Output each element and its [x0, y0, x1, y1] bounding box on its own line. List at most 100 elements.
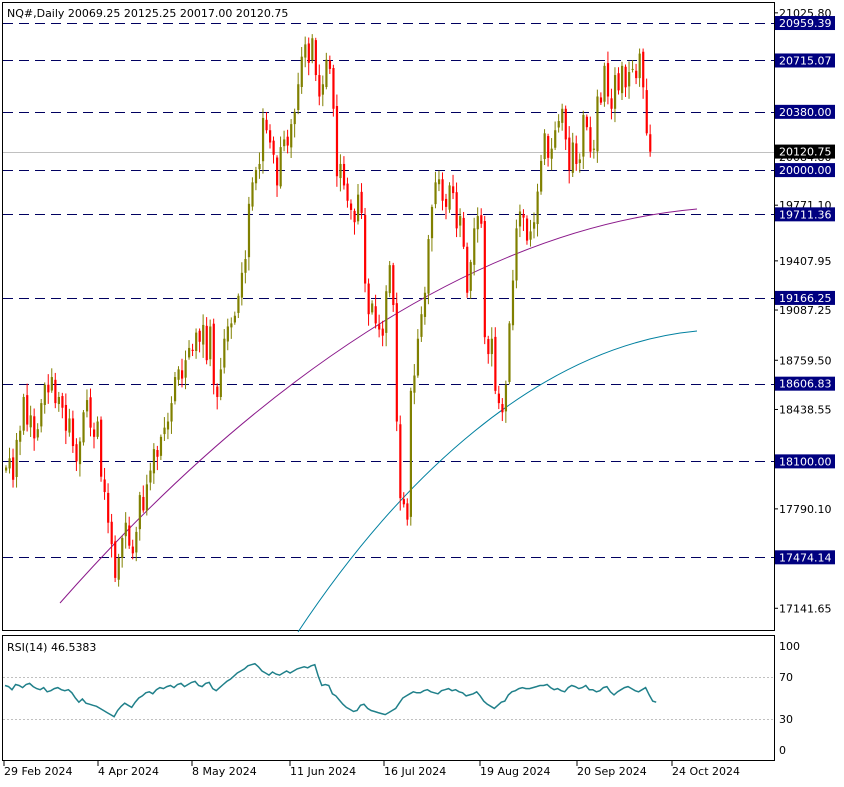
- candle-body: [159, 436, 163, 456]
- candle: [142, 485, 145, 513]
- level-price-label: 20959.39: [779, 17, 832, 30]
- candle: [427, 234, 430, 305]
- candle: [177, 366, 180, 386]
- candle-body: [209, 326, 212, 360]
- date-label: 24 Oct 2024: [672, 765, 740, 778]
- candle-body: [43, 384, 46, 405]
- candle-body: [638, 53, 641, 79]
- candle-body: [342, 163, 346, 186]
- date-label: 19 Aug 2024: [480, 765, 550, 778]
- candle-body: [325, 59, 328, 88]
- candle-body: [78, 441, 82, 465]
- candle: [184, 350, 187, 390]
- candle: [61, 392, 64, 419]
- moving-averages: [59, 208, 698, 633]
- candle: [501, 398, 504, 422]
- level-price-tag: [775, 376, 835, 391]
- candle: [304, 36, 307, 68]
- level-price-tag: [775, 16, 835, 31]
- candle-body: [188, 347, 191, 358]
- candle-body: [181, 370, 184, 379]
- candle: [43, 382, 46, 414]
- candle-body: [571, 142, 574, 173]
- candle-body: [247, 203, 251, 258]
- date-label: 11 Jun 2024: [290, 765, 356, 778]
- candle: [318, 64, 321, 106]
- candle: [93, 422, 96, 449]
- candle-body: [603, 65, 606, 102]
- candle-body: [599, 97, 603, 103]
- candle: [332, 64, 335, 117]
- candle-body: [205, 325, 208, 361]
- candle: [212, 318, 215, 395]
- candle-body: [307, 43, 310, 63]
- candle: [525, 215, 529, 245]
- candle-body: [311, 38, 314, 61]
- level-price-tag: [775, 53, 835, 68]
- candle-body: [631, 68, 634, 70]
- level-price-label: 20000.00: [779, 164, 832, 177]
- candle: [279, 136, 282, 189]
- candle-body: [184, 360, 187, 378]
- candle: [585, 114, 588, 131]
- candle-body: [191, 349, 194, 351]
- candle-body: [635, 70, 638, 79]
- candle-body: [540, 160, 543, 192]
- candle-body: [642, 51, 645, 88]
- candle: [107, 483, 110, 534]
- candle: [75, 438, 78, 472]
- candle: [311, 34, 314, 64]
- candle: [518, 204, 522, 238]
- candle: [8, 447, 11, 474]
- price-tick-label: 17790.10: [779, 503, 832, 516]
- candle-body: [212, 323, 215, 385]
- candle-body: [466, 246, 469, 293]
- candle: [515, 219, 518, 289]
- candle: [642, 48, 645, 99]
- candle: [613, 67, 617, 123]
- candle: [244, 250, 247, 284]
- candle-body: [335, 106, 339, 177]
- current-price-label: 20120.75: [779, 146, 832, 159]
- candle-body: [402, 499, 405, 505]
- candle-body: [536, 191, 539, 225]
- candle: [371, 300, 374, 315]
- candle: [64, 393, 68, 445]
- candle-body: [557, 121, 560, 128]
- candle: [328, 55, 332, 74]
- candle: [195, 328, 198, 359]
- candle-body: [592, 148, 596, 150]
- candle: [533, 212, 536, 239]
- candle: [346, 177, 349, 208]
- candle-body: [434, 182, 437, 205]
- candle: [297, 72, 300, 115]
- candle-body: [371, 303, 374, 313]
- candle: [399, 415, 402, 511]
- candle-body: [437, 179, 441, 185]
- candle-body: [114, 541, 117, 578]
- candle: [300, 46, 303, 94]
- candle: [497, 385, 500, 410]
- candle: [265, 111, 268, 134]
- candle: [121, 535, 124, 568]
- rsi-tick-label: 30: [779, 713, 793, 726]
- candle-body: [378, 324, 381, 330]
- candle: [631, 60, 634, 73]
- candle-body: [445, 198, 448, 207]
- candle-body: [550, 148, 553, 159]
- candle: [455, 182, 458, 238]
- candle: [78, 437, 82, 477]
- candle: [430, 204, 434, 252]
- level-lines: [3, 23, 774, 558]
- candle-body: [138, 495, 141, 530]
- candle: [15, 433, 18, 488]
- candle: [480, 208, 483, 228]
- candle-body: [8, 458, 11, 469]
- candle: [33, 408, 36, 451]
- candles: [5, 34, 652, 587]
- candle: [286, 129, 289, 154]
- candle-body: [19, 430, 22, 442]
- candle: [131, 539, 134, 560]
- candle-body: [564, 108, 567, 140]
- candle: [487, 335, 490, 364]
